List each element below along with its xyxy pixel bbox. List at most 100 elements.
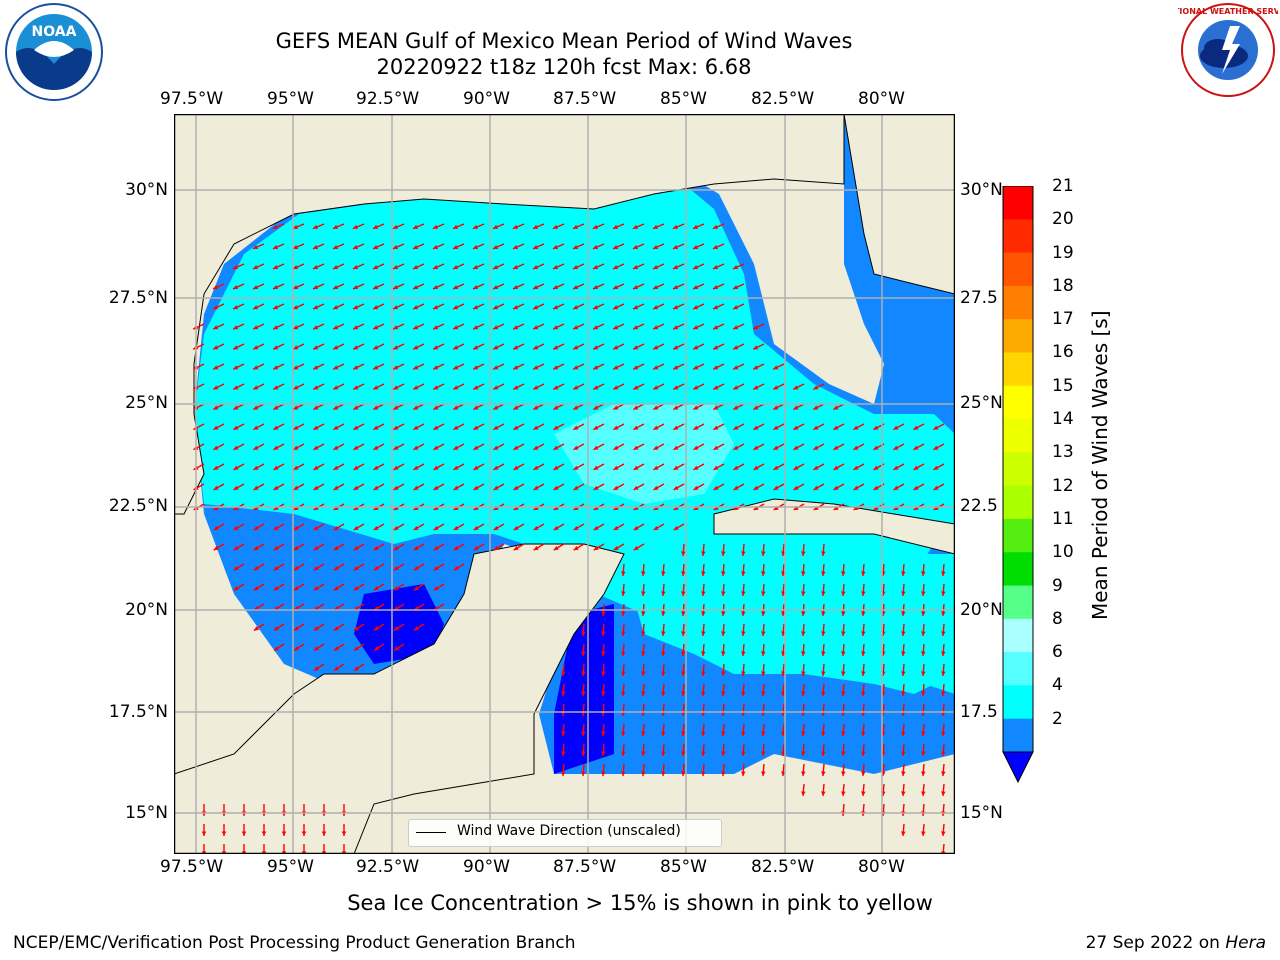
- wave-arrow-head: [653, 285, 659, 290]
- wave-arrow-head: [473, 345, 479, 350]
- wave-arrow-head: [653, 525, 659, 531]
- wave-arrow-head: [373, 325, 379, 330]
- wave-arrow-head: [633, 425, 639, 430]
- wave-arrow-head: [801, 751, 806, 756]
- colorbar-box: [1003, 718, 1033, 753]
- colorbar-box: [1003, 618, 1033, 653]
- wave-arrow-head: [793, 405, 799, 410]
- colorbar-box: [1003, 452, 1033, 487]
- sea-ice-note: Sea Ice Concentration > 15% is shown in …: [347, 891, 933, 915]
- wave-arrow-head: [253, 505, 259, 510]
- wave-arrow-head: [353, 365, 359, 370]
- wave-arrow-head: [673, 325, 679, 330]
- lon-label-top: 87.5°W: [553, 89, 617, 109]
- colorbar-tick-label: 13: [1052, 442, 1074, 463]
- wave-arrow-head: [613, 385, 619, 390]
- wave-arrow-head: [613, 405, 619, 410]
- wave-arrow-head: [833, 505, 839, 510]
- lon-label-bottom: 97.5°W: [160, 857, 224, 877]
- wave-arrow-head: [373, 445, 379, 450]
- wave-arrow-head: [233, 305, 239, 310]
- wave-arrow-head: [641, 731, 646, 736]
- wave-arrow-head: [433, 345, 439, 350]
- wave-arrow-head: [601, 751, 606, 756]
- wave-arrow-head: [593, 385, 599, 390]
- wave-arrow-head: [801, 691, 806, 696]
- wave-arrow-head: [233, 485, 239, 490]
- wave-arrow-head: [821, 671, 826, 676]
- wave-arrow-head: [433, 325, 439, 330]
- wave-arrow-head: [801, 791, 806, 796]
- colorbar-extend-triangle: [1002, 751, 1034, 784]
- wave-arrow-head: [273, 264, 279, 270]
- wave-arrow-head: [353, 405, 359, 410]
- wave-arrow-head: [393, 325, 399, 330]
- wave-arrow-head: [701, 631, 706, 636]
- wave-arrow-head: [561, 771, 566, 776]
- us-gulf-coast: [174, 114, 845, 515]
- wave-arrow-head: [841, 591, 846, 596]
- colorbar-tick-label: 16: [1052, 342, 1074, 363]
- wave-arrow-head: [901, 791, 906, 796]
- wave-arrow-head: [613, 325, 619, 330]
- wave-arrow-head: [393, 646, 399, 651]
- lon-label-top: 97.5°W: [160, 89, 224, 109]
- wave-arrow-head: [273, 385, 279, 390]
- lat-label-right: 17.5: [960, 702, 998, 722]
- wave-arrow-head: [733, 465, 739, 470]
- wave-arrow-head: [473, 285, 479, 290]
- wave-arrow-head: [641, 591, 646, 596]
- wave-arrow-head: [701, 671, 706, 676]
- wave-arrow-head: [733, 485, 739, 490]
- wave-arrow-head: [833, 425, 839, 430]
- wave-arrow-head: [721, 571, 726, 576]
- wave-arrow-head: [713, 345, 719, 350]
- wave-arrow-head: [553, 465, 559, 470]
- wave-arrow-head: [253, 586, 259, 591]
- wave-arrow-head: [853, 485, 859, 490]
- wave-arrow-head: [473, 445, 479, 450]
- wave-arrow-head: [473, 505, 479, 510]
- colorbar-box: [1003, 518, 1033, 553]
- wave-arrow-head: [453, 345, 459, 350]
- wave-arrow-head: [572, 244, 578, 250]
- wave-arrow-head: [533, 305, 539, 310]
- wave-arrow-head: [493, 445, 499, 450]
- wave-arrow-head: [621, 731, 626, 736]
- lat-label-left: 17.5°N: [108, 702, 168, 722]
- wave-arrow-head: [653, 425, 659, 430]
- wave-arrow-head: [473, 405, 479, 410]
- wave-arrow-head: [493, 345, 499, 350]
- lat-label-left: 25°N: [125, 393, 168, 413]
- wave-arrow-head: [693, 305, 699, 310]
- wave-arrow-head: [573, 545, 579, 551]
- wave-arrow-head: [753, 485, 759, 490]
- wave-arrow-head: [433, 505, 439, 510]
- wave-arrow-head: [593, 325, 599, 330]
- wave-arrow-head: [661, 691, 666, 696]
- wave-arrow-head: [593, 445, 599, 450]
- wave-arrow-head: [473, 525, 479, 531]
- wave-arrow-head: [621, 591, 626, 596]
- wave-arrow-head: [493, 285, 499, 290]
- wave-arrow-head: [393, 385, 399, 390]
- wave-arrow-head: [533, 385, 539, 390]
- wave-arrow-head: [581, 691, 586, 696]
- wave-arrow-head: [601, 691, 606, 696]
- wave-arrow-head: [293, 325, 299, 330]
- wave-arrow-head: [901, 651, 906, 656]
- wave-arrow-head: [273, 505, 279, 510]
- wave-arrow-head: [753, 465, 759, 470]
- wave-arrow-head: [293, 285, 299, 290]
- wave-arrow-head: [793, 445, 799, 450]
- wave-arrow-head: [821, 611, 826, 616]
- lon-label-top: 90°W: [463, 89, 510, 109]
- wave-arrow-head: [581, 651, 586, 656]
- wave-arrow-head: [873, 445, 879, 450]
- wave-arrow-head: [713, 465, 719, 470]
- wave-arrow-head: [941, 671, 946, 676]
- wave-arrow-head: [533, 545, 539, 551]
- wave-arrow-head: [373, 505, 379, 510]
- wave-arrow-head: [741, 771, 746, 776]
- wave-arrow-head: [433, 586, 439, 591]
